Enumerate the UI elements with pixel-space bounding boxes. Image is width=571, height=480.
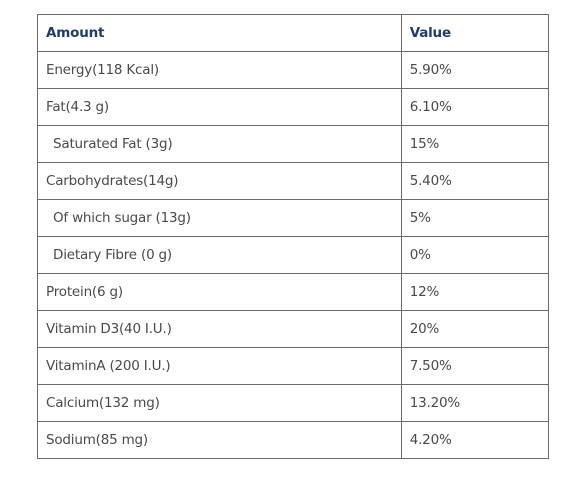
table-header-row: Amount Value: [37, 14, 550, 52]
table-row: Sodium(85 mg) 4.20%: [37, 421, 550, 459]
value-cell: 5.90%: [400, 51, 550, 89]
value-cell: 5.40%: [400, 162, 550, 200]
table-row: Dietary Fibre (0 g) 0%: [37, 236, 550, 274]
amount-cell: Saturated Fat (3g): [37, 125, 402, 163]
value-header: Value: [400, 14, 550, 52]
value-cell: 0%: [400, 236, 550, 274]
amount-cell: Fat(4.3 g): [37, 88, 402, 126]
value-cell: 15%: [400, 125, 550, 163]
value-cell: 12%: [400, 273, 550, 311]
table-row: Calcium(132 mg) 13.20%: [37, 384, 550, 422]
table-row: Of which sugar (13g) 5%: [37, 199, 550, 237]
amount-cell: Vitamin D3(40 I.U.): [37, 310, 402, 348]
table-body: Energy(118 Kcal) 5.90% Fat(4.3 g) 6.10% …: [37, 51, 550, 459]
value-cell: 20%: [400, 310, 550, 348]
amount-cell: Dietary Fibre (0 g): [37, 236, 402, 274]
table-row: Carbohydrates(14g) 5.40%: [37, 162, 550, 200]
value-cell: 5%: [400, 199, 550, 237]
table-row: VitaminA (200 I.U.) 7.50%: [37, 347, 550, 385]
amount-cell: VitaminA (200 I.U.): [37, 347, 402, 385]
amount-cell: Calcium(132 mg): [37, 384, 402, 422]
amount-cell: Carbohydrates(14g): [37, 162, 402, 200]
nutrition-table: Amount Value Energy(118 Kcal) 5.90% Fat(…: [37, 14, 550, 459]
amount-header: Amount: [37, 14, 402, 52]
table-row: Vitamin D3(40 I.U.) 20%: [37, 310, 550, 348]
amount-cell: Of which sugar (13g): [37, 199, 402, 237]
value-cell: 6.10%: [400, 88, 550, 126]
amount-cell: Energy(118 Kcal): [37, 51, 402, 89]
value-cell: 13.20%: [400, 384, 550, 422]
amount-cell: Protein(6 g): [37, 273, 402, 311]
value-cell: 4.20%: [400, 421, 550, 459]
value-cell: 7.50%: [400, 347, 550, 385]
table-row: Protein(6 g) 12%: [37, 273, 550, 311]
amount-cell: Sodium(85 mg): [37, 421, 402, 459]
table-row: Fat(4.3 g) 6.10%: [37, 88, 550, 126]
table-row: Saturated Fat (3g) 15%: [37, 125, 550, 163]
table-row: Energy(118 Kcal) 5.90%: [37, 51, 550, 89]
